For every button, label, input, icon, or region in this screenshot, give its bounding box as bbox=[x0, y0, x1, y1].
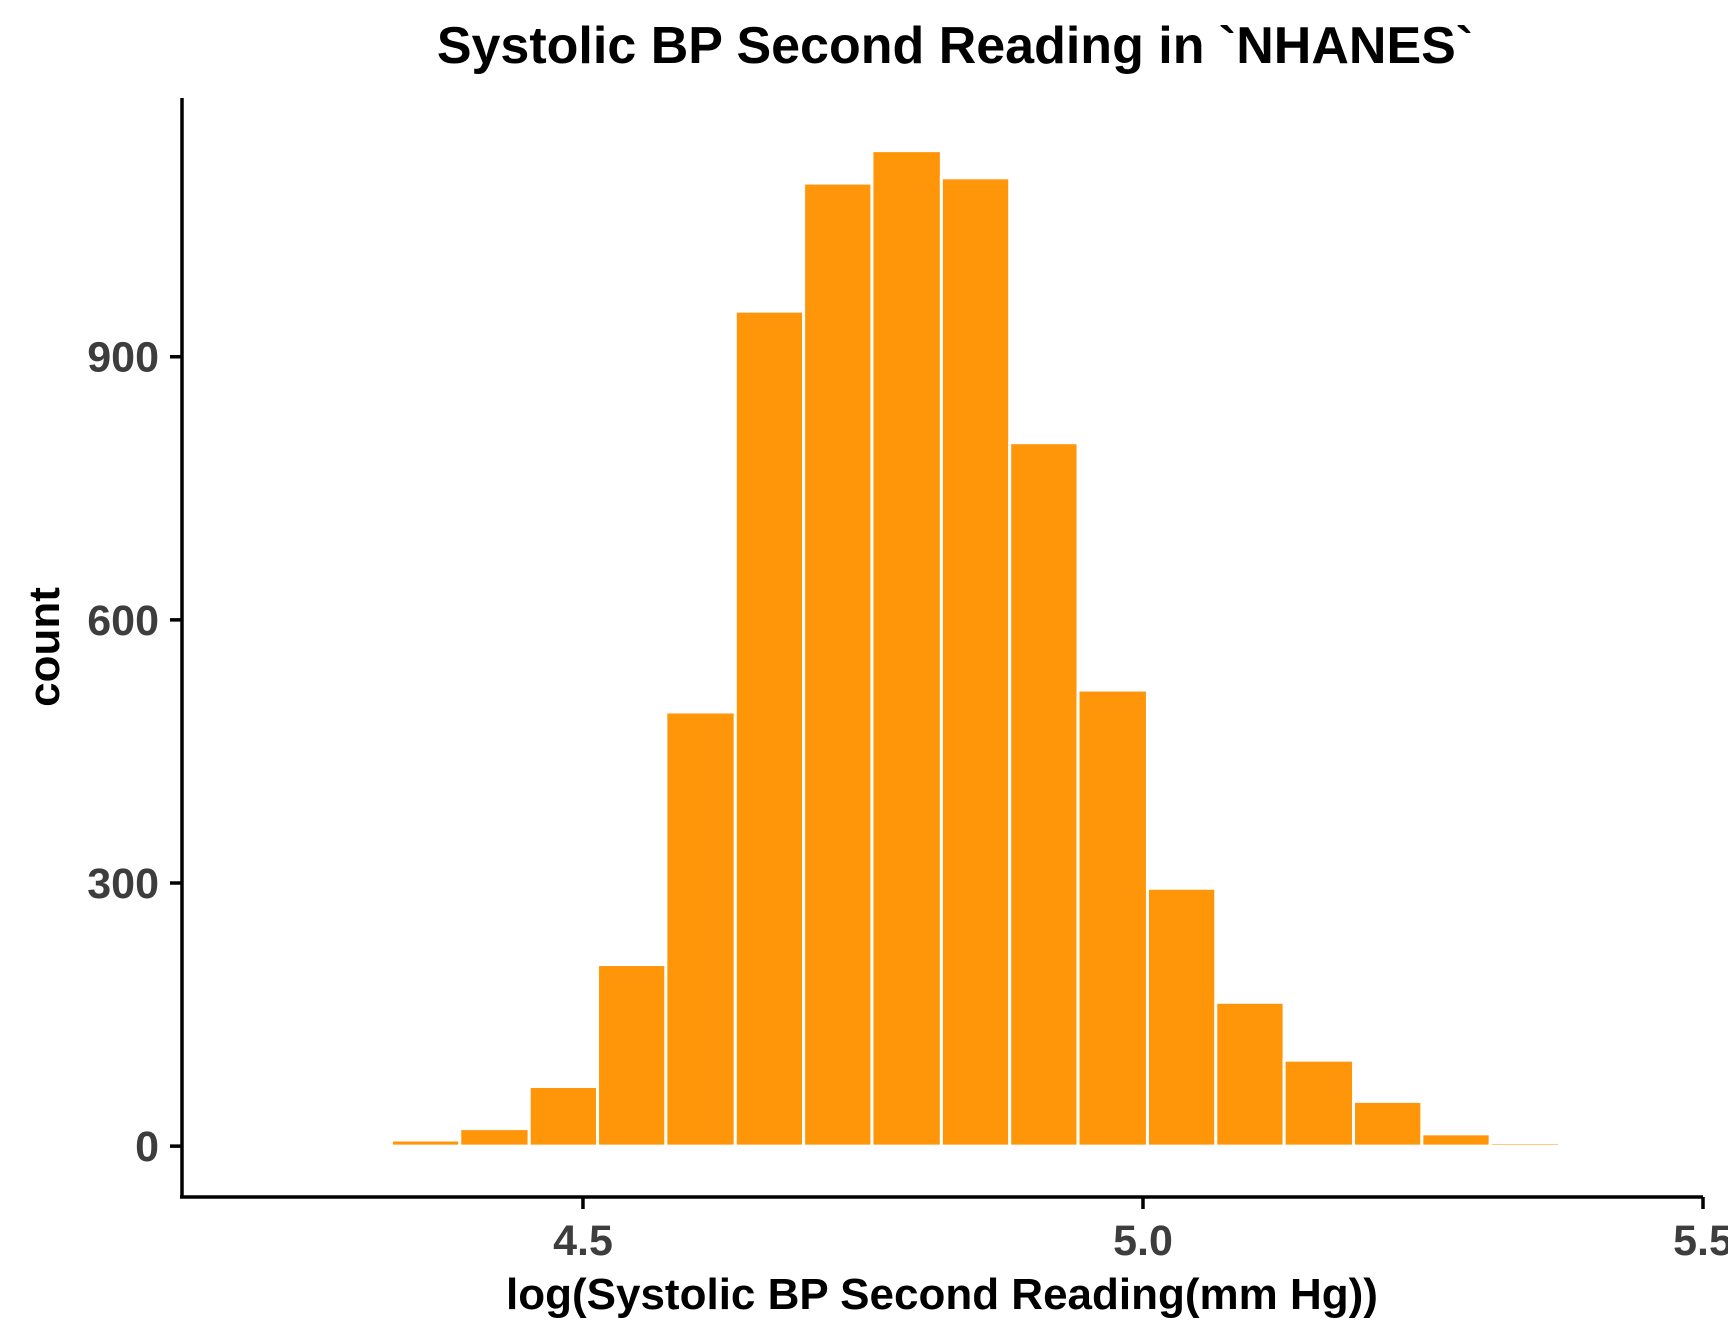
histogram-bar bbox=[321, 1142, 393, 1148]
y-tick-label: 600 bbox=[87, 597, 159, 645]
histogram-bar bbox=[1420, 1132, 1492, 1148]
y-ticks-group: 0 300 600 900 bbox=[87, 334, 182, 1171]
histogram-bar bbox=[1352, 1099, 1424, 1148]
x-tick-label: 5.0 bbox=[1113, 1217, 1173, 1265]
histogram-bar bbox=[664, 710, 737, 1148]
histogram-bar bbox=[389, 1138, 462, 1148]
histogram-bar bbox=[939, 176, 1012, 1148]
y-tick-label: 300 bbox=[87, 860, 159, 908]
histogram-bar bbox=[870, 149, 943, 1148]
x-tick-label: 5.5 bbox=[1673, 1217, 1728, 1265]
x-tick-label: 4.5 bbox=[553, 1217, 613, 1265]
chart-title: Systolic BP Second Reading in `NHANES` bbox=[437, 17, 1473, 75]
y-axis-title: count bbox=[20, 587, 69, 707]
histogram-bar bbox=[1076, 688, 1149, 1148]
y-tick-label: 900 bbox=[87, 334, 159, 382]
histogram-bar bbox=[596, 963, 668, 1148]
histogram-bar bbox=[802, 181, 874, 1148]
histogram-bar bbox=[527, 1084, 600, 1148]
histogram-bar bbox=[733, 309, 806, 1148]
histogram-bar bbox=[1214, 1000, 1286, 1148]
histogram-bar bbox=[1008, 441, 1080, 1148]
x-ticks-group: 4.5 5.0 5.5 bbox=[553, 1197, 1728, 1265]
histogram-bar bbox=[1145, 886, 1218, 1148]
y-tick-label: 0 bbox=[135, 1123, 159, 1171]
histogram-bar bbox=[1558, 1143, 1630, 1148]
histogram-bar bbox=[1488, 1141, 1562, 1148]
bars-group bbox=[321, 149, 1630, 1148]
histogram-bar bbox=[1282, 1058, 1356, 1148]
histogram-bar bbox=[458, 1127, 531, 1148]
x-axis-title: log(Systolic BP Second Reading(mm Hg)) bbox=[506, 1270, 1378, 1319]
